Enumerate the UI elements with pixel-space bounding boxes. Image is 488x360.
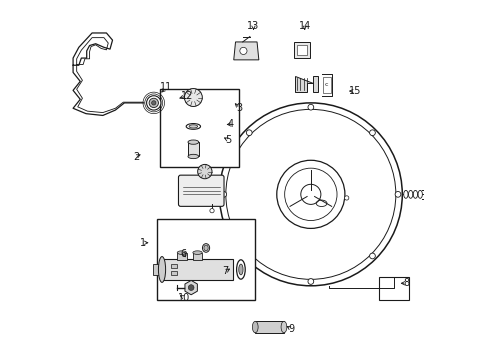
Ellipse shape — [189, 125, 197, 128]
Text: 2: 2 — [133, 152, 139, 162]
Bar — [187, 142, 198, 157]
Bar — [323, 77, 330, 93]
Bar — [255, 321, 284, 333]
Circle shape — [344, 196, 348, 200]
Circle shape — [300, 184, 320, 204]
Bar — [160, 89, 239, 167]
Ellipse shape — [252, 321, 258, 333]
Ellipse shape — [403, 190, 407, 198]
Ellipse shape — [187, 140, 198, 144]
Circle shape — [151, 101, 156, 105]
Ellipse shape — [417, 190, 422, 198]
Text: c: c — [324, 82, 327, 87]
Circle shape — [209, 208, 214, 213]
Bar — [170, 264, 177, 268]
Ellipse shape — [158, 257, 165, 282]
Circle shape — [369, 253, 375, 259]
Ellipse shape — [186, 123, 200, 129]
Circle shape — [369, 130, 375, 136]
Ellipse shape — [192, 251, 202, 255]
Bar — [156, 220, 255, 300]
Bar — [192, 253, 202, 260]
Bar — [296, 45, 306, 55]
Ellipse shape — [238, 264, 243, 275]
Text: 12: 12 — [181, 91, 193, 101]
Ellipse shape — [177, 251, 186, 255]
Ellipse shape — [412, 190, 417, 198]
Text: 14: 14 — [298, 21, 310, 31]
Circle shape — [149, 98, 158, 108]
Circle shape — [307, 104, 313, 110]
Circle shape — [219, 103, 402, 286]
Bar — [162, 259, 233, 280]
Ellipse shape — [202, 244, 209, 252]
Ellipse shape — [187, 154, 198, 159]
Text: 3: 3 — [236, 103, 243, 113]
Text: 8: 8 — [403, 278, 409, 288]
Polygon shape — [233, 42, 258, 60]
Ellipse shape — [407, 190, 412, 198]
Circle shape — [221, 192, 226, 197]
Bar — [170, 271, 177, 275]
Text: 13: 13 — [247, 21, 259, 31]
Text: 6: 6 — [180, 248, 186, 258]
Circle shape — [307, 279, 313, 284]
Circle shape — [394, 192, 400, 197]
Bar — [153, 264, 162, 275]
Text: 11: 11 — [160, 82, 172, 93]
Polygon shape — [294, 76, 317, 92]
FancyBboxPatch shape — [178, 175, 224, 206]
Ellipse shape — [281, 321, 286, 333]
Text: 1: 1 — [140, 238, 146, 248]
Circle shape — [146, 96, 161, 110]
Text: 9: 9 — [287, 324, 294, 334]
Text: 10: 10 — [178, 293, 190, 303]
Circle shape — [246, 130, 252, 136]
Circle shape — [197, 165, 212, 179]
Text: 15: 15 — [348, 86, 361, 96]
Ellipse shape — [236, 260, 244, 279]
Ellipse shape — [203, 245, 208, 251]
Bar — [177, 253, 186, 260]
Text: 7: 7 — [222, 266, 228, 276]
Circle shape — [284, 168, 336, 221]
Text: 4: 4 — [227, 120, 233, 129]
Circle shape — [276, 160, 344, 228]
Circle shape — [188, 285, 194, 291]
Bar — [378, 277, 408, 300]
Circle shape — [184, 89, 202, 107]
Circle shape — [246, 253, 252, 259]
Bar — [293, 42, 309, 58]
Circle shape — [239, 47, 246, 54]
Text: 5: 5 — [225, 135, 231, 145]
